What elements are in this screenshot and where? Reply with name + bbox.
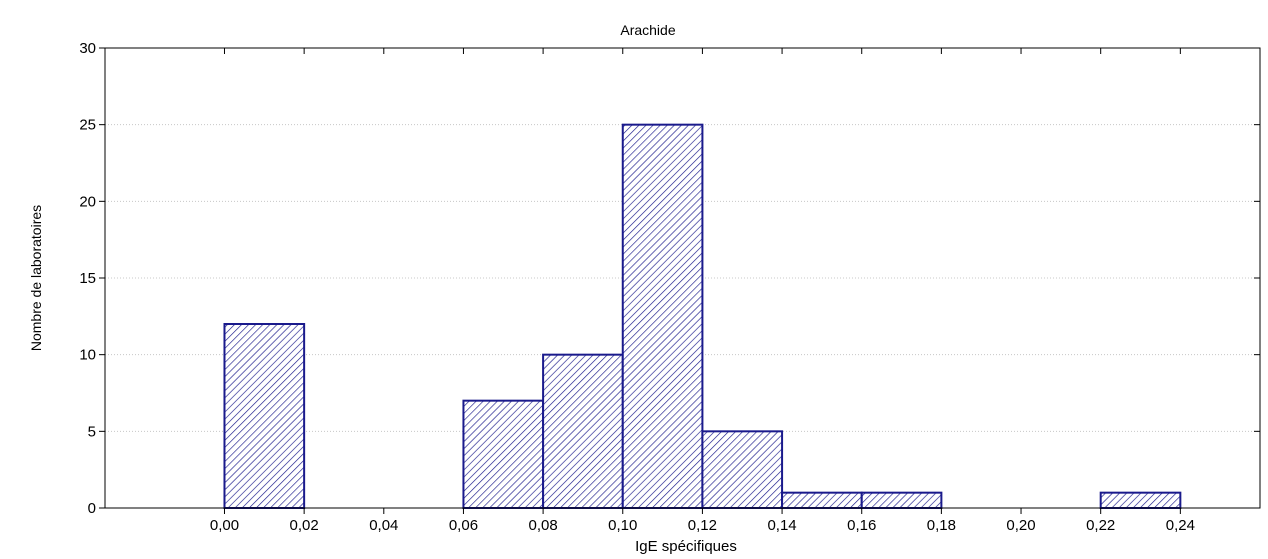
- histogram-bar: [781, 491, 863, 509]
- x-tick-label: 0,12: [688, 517, 717, 534]
- x-tick-label: 0,22: [1086, 517, 1115, 534]
- y-tick-label: 25: [79, 117, 96, 134]
- x-tick-label: 0,10: [608, 517, 637, 534]
- histogram-bar: [223, 323, 306, 509]
- histogram-bar: [860, 491, 943, 509]
- x-tick-label: 0,18: [927, 517, 956, 534]
- y-tick-label: 20: [79, 193, 96, 210]
- x-tick-label: 0,04: [369, 517, 398, 534]
- histogram-bar: [701, 430, 784, 510]
- y-tick-label: 0: [88, 500, 96, 517]
- histogram-bar: [542, 353, 624, 509]
- x-tick-label: 0,02: [290, 517, 319, 534]
- y-tick-label: 15: [79, 270, 96, 287]
- y-axis-label: Nombre de laboratoires: [28, 205, 44, 351]
- histogram-bar: [621, 123, 704, 510]
- axes-layer: 0 5 10 15 20 25 30 0,00 0,02 0,04 0,06 0,08 0,10 0,12…: [79, 40, 1260, 534]
- x-tick-label: 0,20: [1006, 517, 1035, 534]
- x-tick-label: 0,00: [210, 517, 239, 534]
- x-tick-label: 0,24: [1166, 517, 1195, 534]
- x-tick-label: 0,16: [847, 517, 876, 534]
- x-tick-label: 0,06: [449, 517, 478, 534]
- bars-layer: [223, 123, 1182, 510]
- x-tick-label: 0,14: [767, 517, 796, 534]
- x-axis-label: IgE spécifiques: [635, 538, 737, 554]
- histogram-bar: [462, 399, 545, 509]
- chart-title: Arachide: [620, 22, 675, 38]
- x-tick-label: 0,08: [529, 517, 558, 534]
- histogram-bar: [1099, 491, 1182, 509]
- y-tick-label: 10: [79, 347, 96, 364]
- y-tick-label: 5: [88, 423, 96, 440]
- y-tick-label: 30: [79, 40, 96, 57]
